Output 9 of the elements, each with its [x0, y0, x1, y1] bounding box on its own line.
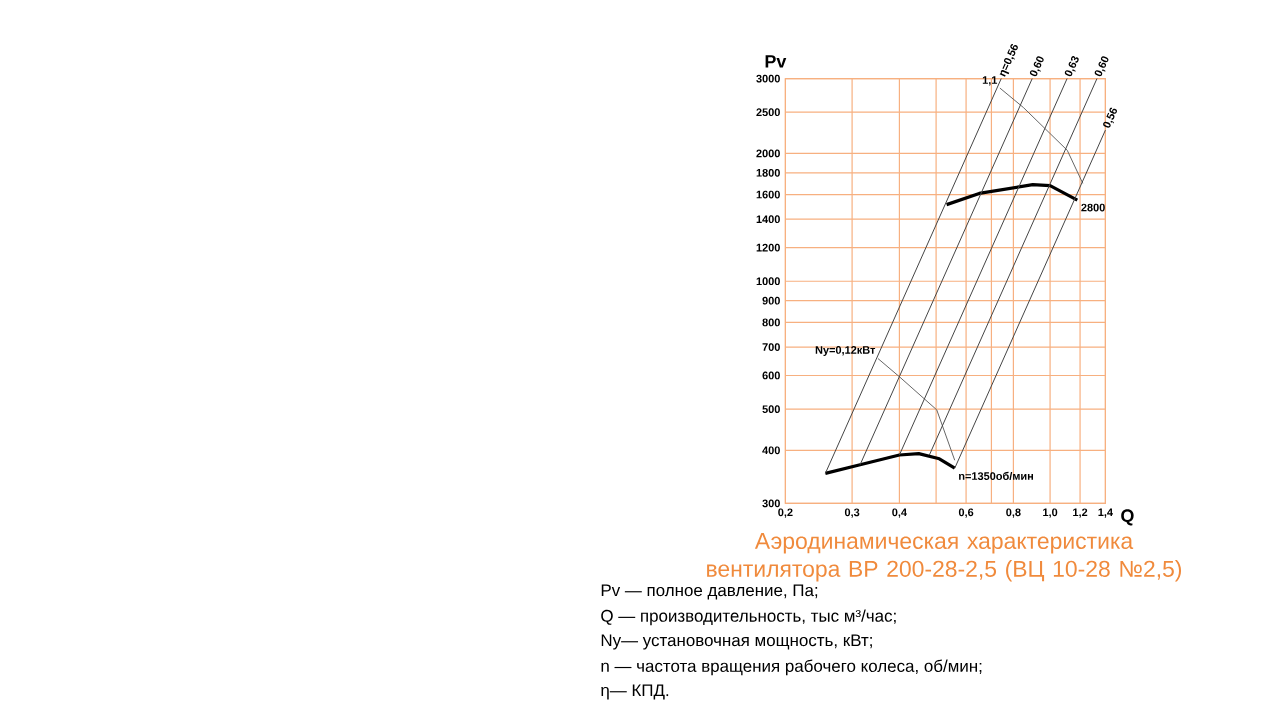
text: Ny— установочная мощность, кВт;	[601, 634, 872, 650]
text: n — частота вращения рабочего колеса, об/мин;	[601, 659, 982, 676]
text: Q — производительность, тыс м³/час;	[601, 609, 896, 626]
text: η— КПД.	[601, 684, 669, 700]
line-series	[999, 87, 1084, 184]
text: Аэродинамическая характеристика вентилятора ВР 200-28-2,5 (ВЦ 10-28 №2,5)	[707, 533, 1182, 582]
x-axis-title: Q	[1121, 509, 1134, 526]
text: Pv — полное давление, Па;	[601, 584, 818, 600]
y-axis-title: Pv	[765, 55, 787, 68]
